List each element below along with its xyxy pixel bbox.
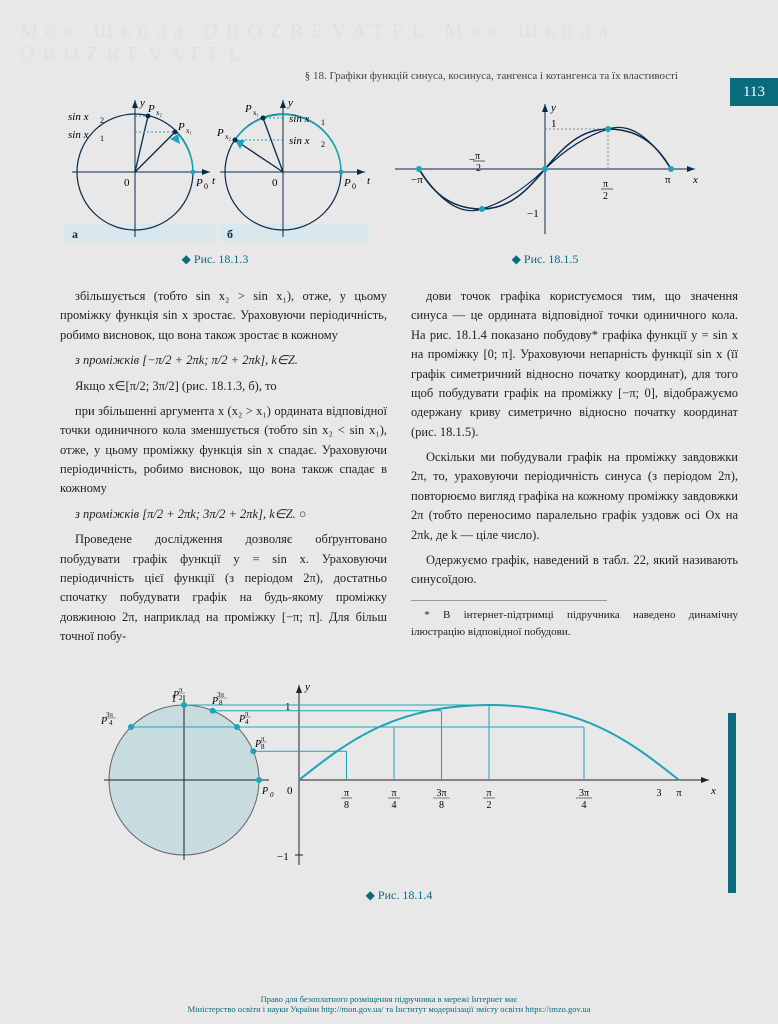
svg-text:y: y [550, 102, 556, 114]
footer: Право для безоплатного розміщення підруч… [0, 994, 778, 1014]
svg-text:1: 1 [100, 134, 104, 143]
svg-text:2: 2 [487, 800, 492, 811]
svg-text:4: 4 [109, 719, 113, 727]
para: дови точок графіка користуємося тим, що … [411, 287, 738, 442]
svg-text:2: 2 [179, 694, 183, 702]
svg-text:3π: 3π [106, 711, 114, 719]
svg-text:0: 0 [124, 177, 130, 189]
unit-circles-svg: sin x2 sin x1 Px₂ Px₁ P0 0 t y а [60, 94, 370, 244]
svg-text:t: t [212, 175, 216, 187]
footnote-separator [411, 600, 607, 601]
para: збільшується (тобто sin x₂ > sin x₁), от… [60, 287, 387, 345]
svg-text:P: P [195, 177, 203, 189]
svg-text:y: y [287, 97, 293, 109]
svg-text:π: π [486, 788, 491, 799]
svg-text:8: 8 [219, 699, 223, 707]
footer-line1: Право для безоплатного розміщення підруч… [0, 994, 778, 1004]
svg-text:3π: 3π [217, 691, 225, 699]
svg-text:1: 1 [171, 693, 177, 705]
para: Якщо x∈[π/2; 3π/2] (рис. 18.1.3, б), то [60, 377, 387, 396]
svg-text:x₂: x₂ [156, 109, 163, 117]
svg-text:t: t [367, 175, 370, 187]
svg-text:3: 3 [657, 788, 662, 799]
figure-18-1-5: −π − π 2 π 2 π 1 −1 x y ◆ Рис. 18.1.5 [390, 94, 700, 267]
svg-text:1: 1 [285, 701, 291, 713]
svg-text:sin x: sin x [68, 129, 89, 141]
svg-text:−1: −1 [277, 851, 289, 863]
svg-text:P: P [343, 177, 351, 189]
svg-text:x₁: x₁ [186, 127, 192, 135]
svg-text:4: 4 [245, 718, 249, 726]
svg-text:8: 8 [261, 743, 265, 751]
fig-caption-1815: ◆ Рис. 18.1.5 [390, 252, 700, 267]
svg-text:x: x [710, 785, 716, 797]
svg-text:0: 0 [270, 791, 274, 799]
svg-text:π: π [676, 788, 681, 799]
svg-text:2: 2 [321, 140, 325, 149]
svg-text:P: P [216, 127, 224, 139]
svg-text:P: P [177, 121, 185, 133]
page: 113 § 18. Графіки функцій синуса, косину… [0, 0, 778, 923]
svg-text:0: 0 [272, 177, 278, 189]
svg-text:0: 0 [204, 182, 208, 191]
svg-text:π: π [245, 710, 249, 718]
svg-text:π: π [179, 686, 183, 694]
svg-text:π: π [261, 735, 265, 743]
svg-text:−1: −1 [527, 208, 539, 220]
svg-text:π: π [344, 788, 349, 799]
svg-text:2: 2 [476, 163, 481, 174]
svg-text:8: 8 [439, 800, 444, 811]
svg-text:1: 1 [321, 118, 325, 127]
svg-text:x₁: x₁ [253, 109, 259, 117]
para: Одержуємо графік, наведений в табл. 22, … [411, 551, 738, 590]
svg-text:8: 8 [344, 800, 349, 811]
svg-text:sin x: sin x [68, 111, 89, 123]
svg-text:2: 2 [100, 116, 104, 125]
figure-18-1-3: sin x2 sin x1 Px₂ Px₁ P0 0 t y а [60, 94, 370, 267]
svg-text:π: π [665, 174, 671, 186]
svg-text:б: б [227, 227, 233, 241]
para-formula: з проміжків [π/2 + 2πk; 3π/2 + 2πk], k∈Z… [60, 505, 387, 524]
side-accent-bar [728, 713, 736, 893]
svg-text:P: P [244, 103, 252, 115]
svg-text:3π: 3π [436, 788, 446, 799]
svg-text:1: 1 [551, 118, 557, 130]
svg-text:sin x: sin x [289, 113, 310, 125]
footer-line2: Міністерство освіти і науки України http… [0, 1004, 778, 1014]
para: при збільшенні аргумента x (x₂ > x₁) орд… [60, 402, 387, 499]
footnote: * В інтернет-підтримці підручника наведе… [411, 607, 738, 641]
svg-text:−π: −π [411, 174, 423, 186]
svg-text:3π: 3π [579, 788, 589, 799]
svg-text:π: π [603, 179, 608, 190]
para-formula: з проміжків [−π/2 + 2πk; π/2 + 2πk], k∈Z… [60, 351, 387, 370]
fig-caption-1813: ◆ Рис. 18.1.3 [60, 252, 370, 267]
left-column: збільшується (тобто sin x₂ > sin x₁), от… [60, 287, 387, 652]
section-title: § 18. Графіки функцій синуса, косинуса, … [60, 70, 738, 82]
svg-text:2: 2 [603, 191, 608, 202]
body-columns: збільшується (тобто sin x₂ > sin x₁), от… [60, 287, 738, 652]
svg-text:x: x [692, 174, 698, 186]
sine-graph-svg: −π − π 2 π 2 π 1 −1 x y [390, 94, 700, 244]
svg-text:4: 4 [582, 800, 587, 811]
svg-text:P: P [261, 786, 268, 797]
para: Проведене дослідження дозволяє обґрунтов… [60, 530, 387, 646]
top-figures-row: sin x2 sin x1 Px₂ Px₁ P0 0 t y а [60, 94, 738, 267]
svg-text:y: y [139, 97, 145, 109]
svg-text:π: π [475, 151, 480, 162]
svg-text:sin x: sin x [289, 135, 310, 147]
fig-caption-1814: ◆ Рис. 18.1.4 [60, 888, 738, 903]
right-column: дови точок графіка користуємося тим, що … [411, 287, 738, 652]
figure-18-1-4: 1 −1 0 x y [60, 670, 738, 903]
svg-text:0: 0 [352, 182, 356, 191]
svg-text:4: 4 [392, 800, 397, 811]
para: Оскільки ми побудували графік на проміжк… [411, 448, 738, 545]
svg-text:π: π [391, 788, 396, 799]
svg-text:x₂: x₂ [225, 133, 232, 141]
sine-construction-svg: 1 −1 0 x y [79, 670, 719, 880]
page-number-badge: 113 [730, 78, 778, 106]
svg-text:0: 0 [287, 785, 293, 797]
svg-text:y: y [304, 681, 310, 693]
svg-text:а: а [72, 227, 78, 241]
svg-text:P: P [147, 103, 155, 115]
